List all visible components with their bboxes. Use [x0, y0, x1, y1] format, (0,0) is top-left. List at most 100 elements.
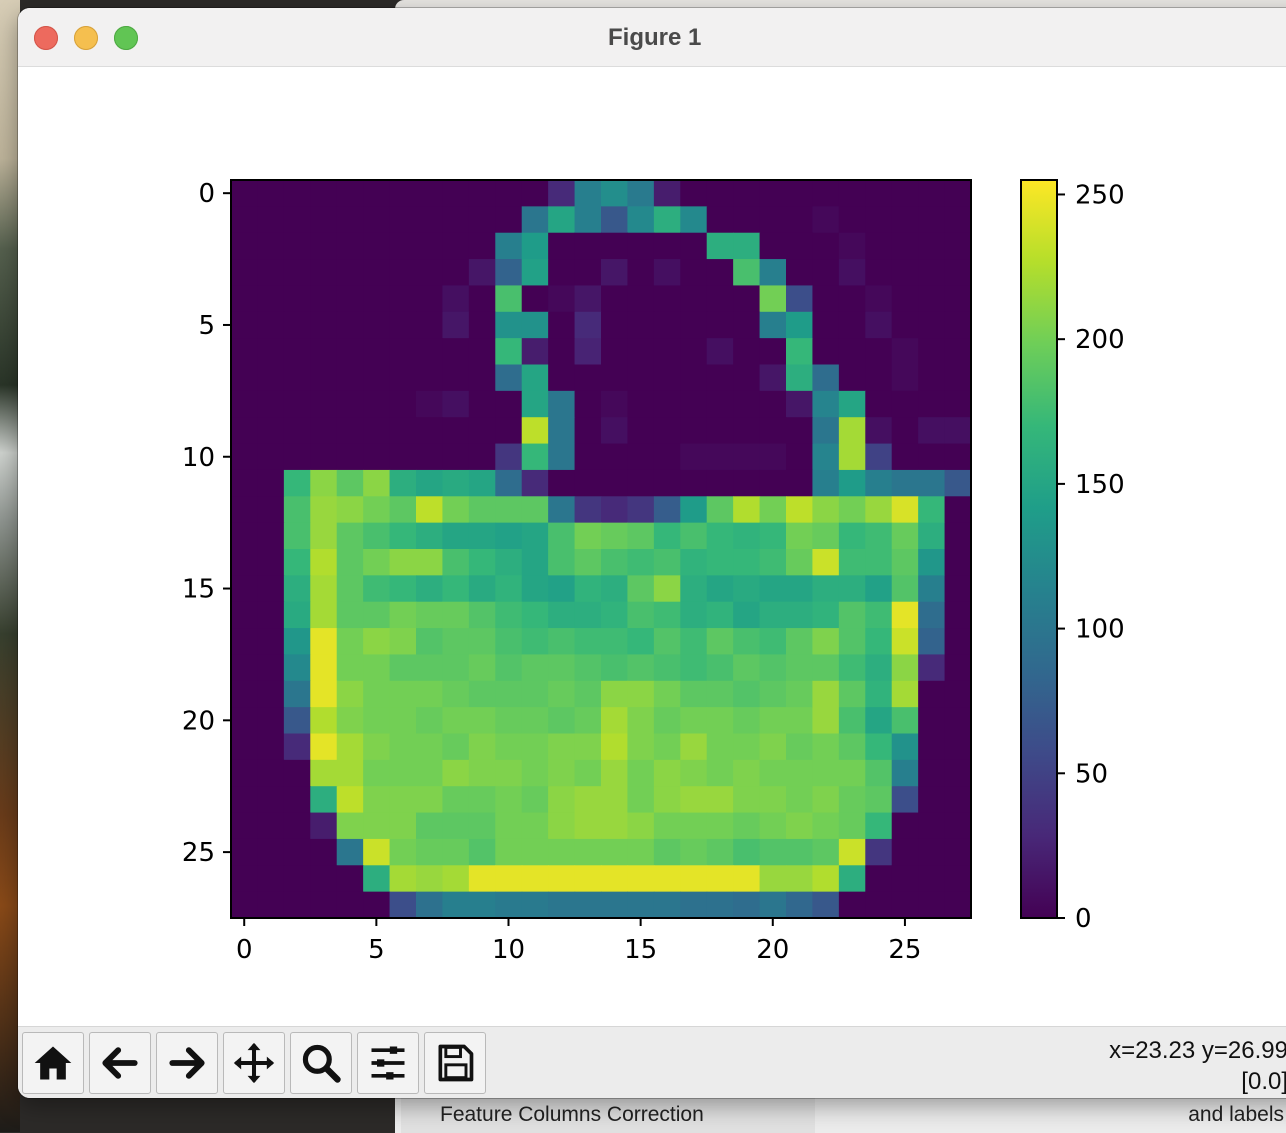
heatmap-cell	[548, 259, 576, 287]
heatmap-cell	[733, 812, 761, 840]
heatmap-cell	[521, 285, 549, 313]
heatmap-cell	[231, 786, 259, 814]
heatmap-cell	[389, 812, 417, 840]
heatmap-cell	[759, 654, 787, 682]
heatmap-cell	[812, 469, 840, 497]
zoom-button[interactable]	[290, 1032, 352, 1094]
heatmap-cell	[944, 311, 972, 339]
heatmap-cell	[838, 865, 866, 893]
heatmap-cell	[283, 232, 311, 260]
heatmap-cell	[257, 628, 285, 656]
heatmap-cell	[759, 865, 787, 893]
heatmap-cell	[363, 891, 391, 919]
heatmap-cell	[363, 601, 391, 629]
heatmap-cell	[759, 232, 787, 260]
heatmap-cell	[495, 628, 523, 656]
heatmap-cell	[733, 786, 761, 814]
heatmap-cell	[838, 285, 866, 313]
heatmap-cell	[468, 259, 496, 287]
heatmap-cell	[416, 232, 444, 260]
heatmap-cell	[944, 496, 972, 524]
heatmap-cell	[627, 812, 655, 840]
heatmap-cell	[653, 285, 681, 313]
heatmap-cell	[574, 865, 602, 893]
colorbar	[1020, 179, 1058, 919]
minimize-window-button[interactable]	[74, 26, 98, 50]
heatmap-cell	[310, 680, 338, 708]
heatmap-cell	[416, 786, 444, 814]
heatmap-cell	[363, 759, 391, 787]
heatmap-cell	[283, 338, 311, 366]
heatmap-cell	[548, 390, 576, 418]
heatmap-cell	[918, 364, 946, 392]
heatmap-cell	[336, 206, 364, 234]
heatmap-cell	[416, 390, 444, 418]
heatmap-cell	[442, 759, 470, 787]
heatmap-cell	[442, 443, 470, 471]
heatmap-cell	[812, 680, 840, 708]
heatmap-cell	[944, 575, 972, 603]
heatmap-cell	[521, 601, 549, 629]
heatmap-cell	[363, 390, 391, 418]
background-tab[interactable]: Feature Columns Correction	[401, 1093, 815, 1133]
heatmap-cell	[759, 417, 787, 445]
forward-button[interactable]	[156, 1032, 218, 1094]
home-button[interactable]	[22, 1032, 84, 1094]
heatmap-cell	[389, 733, 417, 761]
heatmap-cell	[944, 180, 972, 207]
heatmap-cell	[521, 259, 549, 287]
sliders-icon	[371, 1046, 405, 1080]
heatmap-cell	[336, 707, 364, 735]
close-window-button[interactable]	[34, 26, 58, 50]
heatmap-cell	[759, 786, 787, 814]
heatmap-cell	[389, 654, 417, 682]
heatmap-cell	[627, 206, 655, 234]
heatmap-cell	[627, 759, 655, 787]
heatmap-cell	[680, 786, 708, 814]
heatmap-cell	[680, 285, 708, 313]
heatmap-cell	[944, 259, 972, 287]
heatmap-cell	[310, 812, 338, 840]
heatmap-cell	[891, 311, 919, 339]
heatmap-cell	[865, 311, 893, 339]
x-tick-label: 0	[236, 935, 253, 965]
heatmap-cell	[336, 628, 364, 656]
heatmap-cell	[680, 654, 708, 682]
heatmap-cell	[336, 417, 364, 445]
heatmap-cell	[653, 865, 681, 893]
pan-button[interactable]	[223, 1032, 285, 1094]
heatmap-cell	[680, 469, 708, 497]
heatmap-cell	[812, 180, 840, 207]
heatmap-cell	[812, 786, 840, 814]
heatmap-cell	[706, 206, 734, 234]
heatmap-cell	[653, 417, 681, 445]
heatmap-cell	[521, 338, 549, 366]
heatmap-cell	[891, 838, 919, 866]
figure-canvas[interactable]: 0 5 10 15 20 25 0 5 10 15 20 25 0 50 100 150 200 250	[18, 67, 1286, 1025]
figure-window: Figure 1 0 5 10 15 20 25 0 5 10 15 20 25 0 50 100 150…	[18, 8, 1286, 1098]
zoom-window-button[interactable]	[114, 26, 138, 50]
back-button[interactable]	[89, 1032, 151, 1094]
heatmap-cell	[706, 311, 734, 339]
magnifier-icon	[302, 1044, 341, 1083]
heatmap-cell	[363, 311, 391, 339]
heatmap-cell	[231, 259, 259, 287]
heatmap-cell	[759, 364, 787, 392]
heatmap-cell	[891, 443, 919, 471]
heatmap-cell	[838, 838, 866, 866]
heatmap-cell	[521, 838, 549, 866]
configure-subplots-button[interactable]	[357, 1032, 419, 1094]
heatmap-cell	[310, 443, 338, 471]
heatmap-cell	[786, 180, 814, 207]
heatmap-cell	[680, 759, 708, 787]
heatmap-cell	[601, 891, 629, 919]
heatmap-cell	[838, 680, 866, 708]
heatmap-cell	[283, 865, 311, 893]
heatmap-cell	[310, 601, 338, 629]
heatmap-cell	[601, 628, 629, 656]
heatmap-cell	[416, 469, 444, 497]
save-figure-button[interactable]	[424, 1032, 486, 1094]
heatmap-cell	[495, 206, 523, 234]
heatmap-cell	[759, 180, 787, 207]
heatmap-cell	[838, 443, 866, 471]
